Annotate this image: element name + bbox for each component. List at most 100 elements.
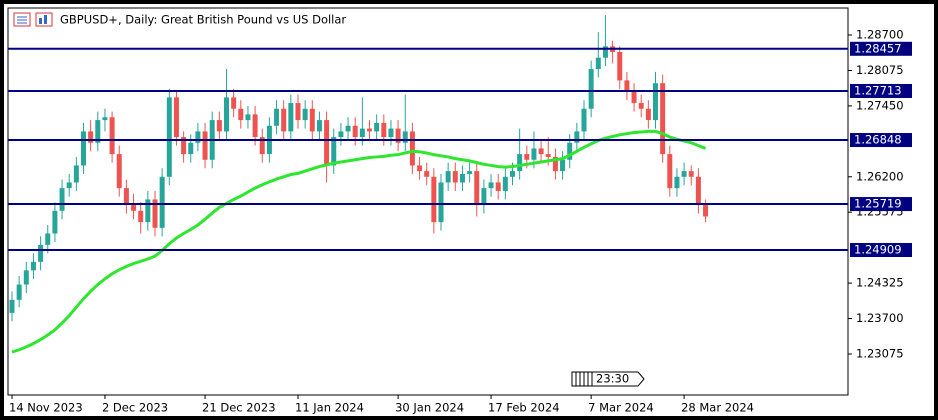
time-marker-label: 23:30	[596, 372, 629, 386]
candle-body	[617, 52, 623, 81]
x-tick-label: 14 Nov 2023	[9, 401, 83, 415]
candle-body	[552, 156, 558, 172]
candle-body	[424, 171, 430, 177]
candle-body	[381, 122, 387, 138]
level-label: 1.28457	[854, 41, 902, 55]
candle-body	[445, 171, 451, 183]
candle-body	[688, 171, 694, 177]
candle-body	[402, 131, 408, 143]
candle-body	[316, 120, 322, 132]
candle-body	[374, 122, 380, 132]
candle-body	[45, 233, 51, 245]
candle-body	[588, 69, 594, 109]
candle-body	[324, 120, 330, 166]
candle-body	[166, 97, 172, 177]
candle-body	[59, 188, 65, 211]
candle-body	[30, 261, 36, 271]
candle-body	[638, 103, 644, 109]
y-tick-label: 1.28075	[856, 63, 904, 77]
y-tick-label: 1.26200	[856, 169, 904, 183]
candle-body	[331, 137, 337, 166]
level-label-box	[850, 83, 912, 98]
time-marker: 23:30	[571, 371, 645, 387]
candle-body	[660, 83, 666, 155]
candle-body	[624, 80, 630, 92]
candle-body	[309, 108, 315, 132]
chart-title: GBPUSD+, Daily: Great British Pound vs U…	[60, 13, 346, 27]
level-label: 1.24909	[854, 242, 902, 256]
candle-body	[674, 176, 680, 189]
candle-body	[274, 108, 280, 126]
candle-body	[452, 171, 458, 183]
candle-body	[281, 108, 287, 132]
candle-body	[245, 114, 251, 121]
level-label-box	[850, 197, 912, 212]
candle-body	[645, 108, 651, 121]
candle-body	[359, 128, 365, 138]
candle-body	[581, 108, 587, 132]
level-label: 1.26848	[854, 133, 902, 147]
candle-body	[567, 142, 573, 160]
candle-body	[66, 182, 72, 189]
candle-body	[216, 120, 222, 132]
candle-body	[81, 131, 86, 166]
icon-bar	[44, 15, 47, 24]
x-tick-label: 28 Mar 2024	[681, 401, 754, 415]
candle-body	[231, 97, 237, 109]
candle-body	[517, 154, 523, 172]
candle-body	[173, 97, 179, 138]
candle-body	[502, 176, 508, 191]
candle-body	[388, 128, 394, 138]
time-marker-hatch	[575, 372, 593, 386]
candle-body	[224, 97, 229, 132]
candle-body	[131, 205, 137, 211]
x-tick-label: 11 Jan 2024	[295, 401, 364, 415]
candle-body	[681, 171, 687, 177]
candle-body	[73, 165, 79, 183]
y-tick-label: 1.27450	[856, 98, 904, 112]
candle-body	[409, 131, 415, 166]
candle-body	[295, 103, 301, 121]
candle-body	[602, 46, 608, 58]
candle-body	[238, 108, 244, 121]
candle-body	[159, 176, 165, 228]
level-label: 1.27713	[854, 83, 902, 97]
y-tick-label: 1.28700	[856, 28, 904, 42]
candle-body	[9, 299, 15, 313]
candle-body	[345, 125, 351, 132]
x-tick-label: 30 Jan 2024	[395, 401, 464, 415]
candle-body	[88, 131, 94, 143]
candle-body	[188, 142, 194, 155]
y-tick-label: 1.23700	[856, 311, 904, 325]
candle-body	[545, 154, 551, 157]
candle-body	[574, 131, 580, 143]
candle-body	[524, 154, 530, 160]
candle-body	[595, 57, 601, 70]
toolbar-icons	[13, 12, 53, 27]
candle-body	[631, 91, 637, 104]
candle-body	[495, 182, 501, 191]
time-marker-box	[571, 371, 645, 387]
candle-body	[474, 171, 480, 206]
icon-bar	[39, 18, 42, 24]
candle-body	[16, 284, 22, 300]
x-tick-label: 2 Dec 2023	[102, 401, 168, 415]
candle-body	[538, 148, 544, 155]
candle-body	[653, 83, 658, 121]
candle-body	[531, 148, 537, 160]
candle-body	[102, 117, 108, 121]
candle-body	[109, 117, 115, 155]
candle-body	[123, 188, 129, 206]
y-tick-label: 1.24325	[856, 276, 904, 290]
candle-body	[510, 171, 515, 177]
candle-body	[395, 128, 401, 143]
candle-body	[259, 137, 265, 155]
candle-body	[202, 131, 208, 160]
candle-body	[367, 128, 372, 132]
candle-body	[338, 131, 344, 138]
candle-body	[481, 188, 487, 206]
candle-body	[431, 176, 437, 223]
candle-body	[695, 176, 701, 206]
candle-body	[438, 182, 444, 223]
